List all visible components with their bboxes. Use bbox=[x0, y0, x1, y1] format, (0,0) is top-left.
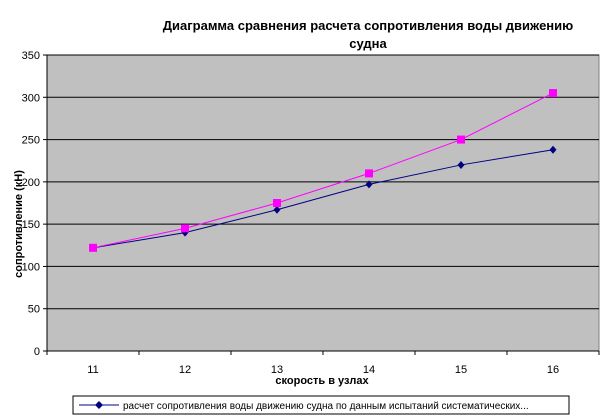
series-2-markers bbox=[89, 89, 557, 252]
data-point-diamond bbox=[273, 205, 281, 214]
data-point-square bbox=[549, 89, 557, 98]
legend: расчет сопротивления воды движению судна… bbox=[72, 395, 570, 415]
data-point-square bbox=[365, 169, 373, 178]
legend-label-series-1: расчет сопротивления воды движению судна… bbox=[123, 401, 529, 412]
y-tick-label: 0 bbox=[34, 346, 40, 358]
x-tick-label: 15 bbox=[455, 364, 467, 376]
legend-marker-diamond bbox=[95, 401, 103, 409]
series-line bbox=[92, 149, 554, 249]
chart-title-line-2: судна bbox=[349, 36, 387, 51]
series-line bbox=[92, 92, 554, 249]
series-2 bbox=[92, 92, 554, 249]
y-tick-label: 250 bbox=[22, 135, 40, 147]
chart-title-line-1: Диаграмма сравнения расчета сопротивлени… bbox=[163, 18, 574, 33]
data-point-square bbox=[457, 135, 465, 144]
x-tick-label: 14 bbox=[363, 364, 375, 376]
x-axis-title: скорость в узлах bbox=[275, 375, 369, 387]
x-tick-label: 11 bbox=[87, 364, 98, 376]
data-point-diamond bbox=[457, 160, 465, 169]
data-point-diamond bbox=[549, 145, 557, 154]
data-point-square bbox=[273, 199, 281, 207]
data-point-square bbox=[181, 224, 189, 233]
x-axis-ticks: 11 12 13 14 15 16 bbox=[46, 351, 600, 376]
y-axis-ticks: 0 50 100 150 200 250 300 350 bbox=[22, 50, 47, 358]
y-tick-label: 350 bbox=[22, 50, 40, 62]
legend-box bbox=[72, 395, 570, 415]
data-point-diamond bbox=[365, 180, 373, 189]
x-tick-label: 13 bbox=[271, 364, 283, 376]
plot-area bbox=[46, 54, 600, 352]
y-tick-label: 100 bbox=[22, 261, 40, 273]
x-tick-label: 12 bbox=[179, 364, 191, 376]
y-axis-title: сопротивление (кН) bbox=[13, 170, 25, 278]
x-tick-label: 16 bbox=[547, 364, 559, 376]
data-point-square bbox=[89, 243, 97, 252]
gridlines bbox=[47, 54, 599, 310]
y-tick-label: 200 bbox=[22, 177, 40, 189]
series-1 bbox=[92, 149, 554, 249]
y-tick-label: 150 bbox=[22, 219, 40, 231]
y-tick-label: 300 bbox=[22, 92, 40, 104]
data-series bbox=[89, 89, 557, 252]
y-tick-label: 50 bbox=[28, 304, 40, 316]
